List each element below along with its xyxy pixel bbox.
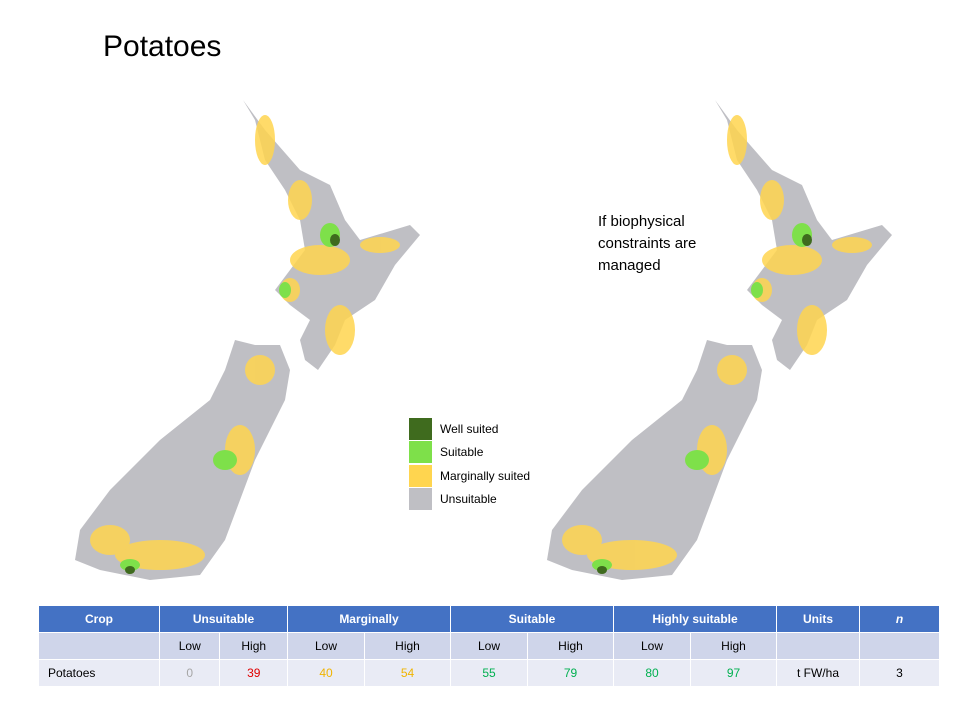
- subheader-cell: Low: [449, 632, 529, 660]
- table-cell: 80: [612, 659, 692, 687]
- header-cell: Highly suitable: [613, 605, 777, 633]
- subheader-cell: Low: [612, 632, 692, 660]
- table-cell: 3: [859, 659, 940, 687]
- subheader-cell: High: [690, 632, 777, 660]
- annotation: If biophysical constraints are managed: [598, 213, 697, 274]
- table-cell: 54: [364, 659, 451, 687]
- legend: Well suited Suitable Marginally suited Unsu…: [409, 417, 530, 511]
- legend-item: Well suited: [409, 417, 530, 441]
- legend-swatch: [409, 417, 432, 440]
- header-cell: Marginally: [287, 605, 451, 633]
- table-cell: 97: [690, 659, 777, 687]
- table-cell: 39: [219, 659, 288, 687]
- table-cell: 40: [286, 659, 366, 687]
- subheader-cell: High: [527, 632, 614, 660]
- subheader-cell: Low: [286, 632, 366, 660]
- legend-swatch: [409, 464, 432, 487]
- subheader-cell: [776, 632, 860, 660]
- table-cell: 79: [527, 659, 614, 687]
- legend-label: Well suited: [440, 421, 499, 436]
- legend-swatch: [409, 441, 432, 464]
- slide-title: Potatoes: [103, 30, 222, 63]
- header-cell: Crop: [38, 605, 160, 633]
- legend-label: Marginally suited: [440, 468, 531, 483]
- subheader-cell: [859, 632, 940, 660]
- legend-item: Unsuitable: [409, 488, 530, 512]
- header-cell: Unsuitable: [159, 605, 288, 633]
- data-row: Potatoes 0 39 40 54 55 79 80 97 t FW/ha 3: [38, 659, 940, 687]
- header-cell: Suitable: [450, 605, 614, 633]
- header-cell: n: [859, 605, 940, 633]
- table-cell: 55: [449, 659, 529, 687]
- subheader-row: Low High Low High Low High Low High: [38, 632, 940, 660]
- legend-item: Suitable: [409, 441, 530, 465]
- table-cell: Potatoes: [38, 659, 160, 687]
- map-current: [75, 100, 420, 580]
- legend-label: Suitable: [440, 445, 484, 460]
- map-managed: [547, 100, 892, 580]
- header-row: Crop Unsuitable Marginally Suitable Highly s…: [38, 605, 940, 633]
- subheader-cell: High: [219, 632, 288, 660]
- subheader-cell: High: [364, 632, 451, 660]
- legend-label: Unsuitable: [440, 492, 497, 507]
- table-cell: t FW/ha: [776, 659, 860, 687]
- summary-table: Crop Unsuitable Marginally Suitable Highly s…: [38, 605, 940, 687]
- legend-item: Marginally suited: [409, 464, 530, 488]
- table-cell: 0: [158, 659, 221, 687]
- subheader-cell: [38, 632, 160, 660]
- subheader-cell: Low: [158, 632, 221, 660]
- header-cell: Units: [776, 605, 860, 633]
- legend-swatch: [409, 488, 432, 511]
